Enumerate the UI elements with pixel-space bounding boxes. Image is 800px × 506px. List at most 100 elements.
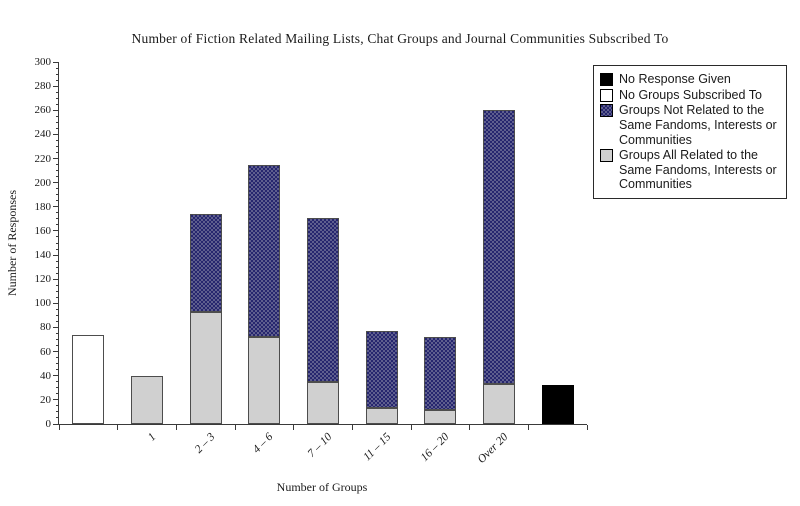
y-tick-label: 60 <box>40 345 51 358</box>
y-minor-tick <box>56 411 59 413</box>
y-major-tick <box>53 326 59 328</box>
x-tick <box>58 425 60 430</box>
legend-item: No Groups Subscribed To <box>600 88 782 103</box>
y-major-tick <box>53 133 59 135</box>
y-tick-label: 40 <box>40 369 51 382</box>
legend-label: No Groups Subscribed To <box>619 87 762 102</box>
y-minor-tick <box>56 363 59 365</box>
legend-label: Groups All Related to the Same Fandoms, … <box>619 148 777 192</box>
y-major-tick <box>53 254 59 256</box>
y-tick-label: 260 <box>34 104 52 117</box>
y-minor-tick <box>56 194 59 196</box>
x-tick <box>469 425 471 430</box>
y-minor-tick <box>56 393 59 395</box>
x-category-label: 16 – 20 <box>418 431 452 464</box>
y-tick-label: 120 <box>34 273 52 286</box>
y-minor-tick <box>56 308 59 310</box>
x-tick <box>586 425 588 430</box>
legend: No Response Given No Groups Subscribed To… <box>593 65 787 199</box>
y-minor-tick <box>56 91 59 93</box>
bar-segment-not_related <box>483 110 515 385</box>
bar-segment-no_response <box>541 385 574 424</box>
bar-segment-all_related <box>483 384 515 424</box>
y-minor-tick <box>56 67 59 69</box>
y-minor-tick <box>56 145 59 147</box>
bar-segment-all_related <box>365 408 398 424</box>
y-tick-label: 20 <box>40 393 51 406</box>
y-minor-tick <box>56 417 59 419</box>
y-tick-label: 280 <box>34 80 52 93</box>
chart-title: Number of Fiction Related Mailing Lists,… <box>131 31 669 46</box>
y-minor-tick <box>56 339 59 341</box>
y-minor-tick <box>56 290 59 292</box>
y-minor-tick <box>56 200 59 202</box>
x-tick <box>351 425 353 430</box>
y-minor-tick <box>56 333 59 334</box>
y-minor-tick <box>56 164 59 166</box>
y-minor-tick <box>56 224 59 226</box>
x-category-label: 2 – 3 <box>192 431 218 456</box>
bar-segment-all_related <box>131 375 163 424</box>
y-tick-label: 300 <box>34 56 52 68</box>
y-major-tick <box>53 61 59 63</box>
y-minor-tick <box>56 97 59 99</box>
y-minor-tick <box>56 272 59 274</box>
y-minor-tick <box>56 139 59 141</box>
bar-segment-not_related <box>307 217 339 382</box>
bar-segment-not_related <box>189 214 222 312</box>
y-minor-tick <box>56 127 59 129</box>
y-minor-tick <box>56 176 59 178</box>
y-minor-tick <box>56 218 59 220</box>
x-category-label: 4 – 6 <box>251 431 276 456</box>
bar-segment-not_related <box>365 331 398 409</box>
y-minor-tick <box>56 242 59 244</box>
y-minor-tick <box>56 103 59 105</box>
y-major-tick <box>53 278 59 280</box>
y-minor-tick <box>56 314 59 316</box>
x-tick <box>234 425 236 430</box>
bar-segment-all_related <box>189 311 222 424</box>
y-tick-label: 200 <box>34 176 52 189</box>
y-major-tick <box>53 109 59 111</box>
y-minor-tick <box>56 73 59 75</box>
bar-segment-none <box>72 334 105 424</box>
x-category-label: Over 20 <box>475 431 511 466</box>
y-major-tick <box>53 85 59 87</box>
x-category-label: 1 <box>145 431 159 444</box>
legend-item: Groups All Related to the Same Fandoms, … <box>600 148 782 192</box>
plot-area: 0 20 40 60 80 100 120 140 160 180 200 220 240 260 280 3… <box>35 56 588 466</box>
y-minor-tick <box>56 212 59 214</box>
bar-segment-not_related <box>248 164 281 338</box>
y-minor-tick <box>56 296 59 298</box>
bar-segment-all_related <box>424 409 457 424</box>
y-minor-tick <box>56 121 59 123</box>
y-major-tick <box>53 375 59 377</box>
y-major-tick <box>53 351 59 353</box>
bar-segment-all_related <box>248 337 281 424</box>
y-minor-tick <box>56 152 59 153</box>
y-major-tick <box>53 158 59 160</box>
y-tick-label: 180 <box>34 200 52 213</box>
x-category-label: 7 – 10 <box>305 431 335 460</box>
y-tick-label: 100 <box>34 297 52 310</box>
y-minor-tick <box>56 387 59 389</box>
y-minor-tick <box>56 284 59 286</box>
x-tick <box>175 425 177 430</box>
y-minor-tick <box>56 320 59 322</box>
legend-swatch-not_related <box>600 104 613 118</box>
y-major-tick <box>53 230 59 232</box>
y-minor-tick <box>56 260 59 262</box>
y-minor-tick <box>56 405 59 407</box>
legend-swatch-no_response <box>600 73 613 86</box>
y-minor-tick <box>56 115 59 117</box>
y-minor-tick <box>56 357 59 359</box>
y-minor-tick <box>56 266 59 268</box>
y-tick-label: 140 <box>34 249 52 262</box>
y-tick-label: 240 <box>34 128 52 141</box>
legend-label: No Response Given <box>619 72 731 86</box>
y-axis-title: Number of Responses <box>5 190 19 296</box>
legend-swatch-all_related <box>600 149 613 163</box>
y-minor-tick <box>56 188 59 190</box>
y-minor-tick <box>56 170 59 172</box>
